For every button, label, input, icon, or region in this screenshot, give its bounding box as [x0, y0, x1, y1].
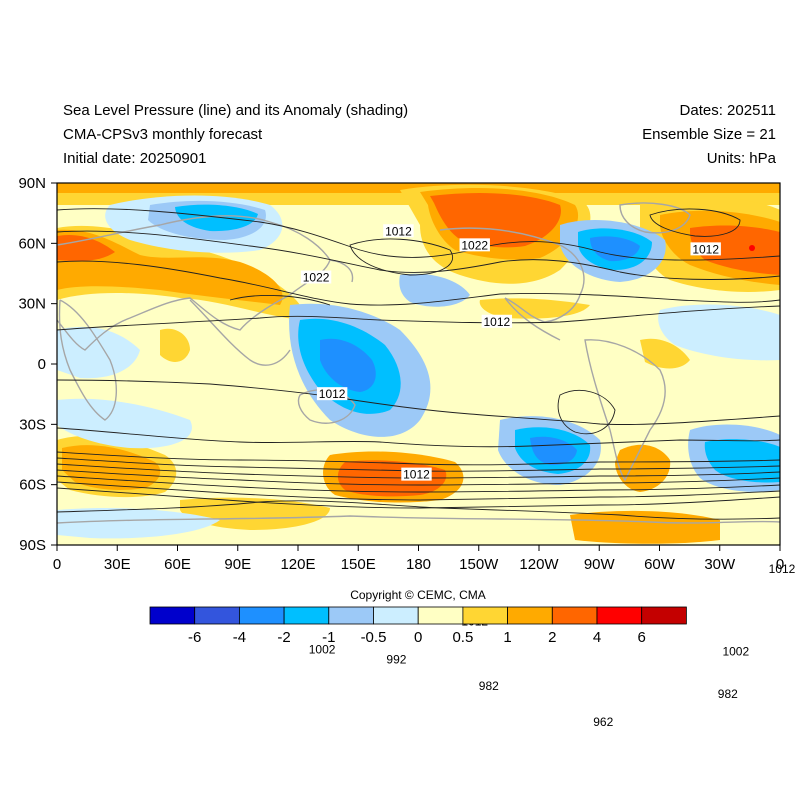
contour-label-bg: [384, 652, 409, 666]
colorbar-label: 6: [638, 629, 646, 646]
lat-tick-label: 60N: [18, 235, 46, 252]
colorbar-label: 0.5: [452, 629, 473, 646]
model-name: CMA-CPSv3 monthly forecast: [63, 126, 263, 143]
lon-tick-label: 150W: [459, 556, 499, 573]
colorbar-box: [417, 606, 464, 625]
lon-tick-label: 0: [776, 556, 784, 573]
contour-label-bg: [300, 270, 332, 284]
colorbar-label: 2: [548, 629, 556, 646]
colorbar-box: [373, 606, 419, 625]
lon-tick-label: 150E: [341, 556, 376, 573]
contour-label-bg: [316, 387, 348, 401]
lon-tick-label: 60W: [644, 556, 676, 573]
colorbar-box: [194, 606, 240, 625]
contour-label-bg: [383, 224, 414, 238]
lat-tick-label: 90S: [19, 537, 46, 554]
contour-label: 1012: [319, 387, 346, 401]
lat-tick-label: 30N: [18, 296, 46, 313]
forecast-dates: Dates: 202511: [679, 102, 776, 119]
colorbar-box: [328, 606, 374, 625]
colorbar-label: -1: [322, 629, 335, 646]
colorbar-box: [507, 606, 553, 625]
contour-label: 1012: [692, 242, 719, 256]
contour-label: 1012: [769, 562, 796, 576]
lon-tick-label: 120E: [280, 556, 315, 573]
colorbar-label: 1: [503, 629, 511, 646]
lon-tick-label: 120W: [519, 556, 559, 573]
lon-tick-label: 60E: [164, 556, 191, 573]
colorbar-label: -2: [277, 629, 290, 646]
chart-title: Sea Level Pressure (line) and its Anomal…: [63, 102, 409, 119]
lon-tick-label: 30E: [104, 556, 131, 573]
map-axes: 0 30E 60E 90E 120E 150E 180 150W 120W 90W 60W 30W 09…: [18, 175, 784, 573]
lon-tick-label: 30W: [704, 556, 736, 573]
contour-label: 1012: [483, 315, 510, 329]
colorbar-label: 4: [593, 629, 601, 646]
contour-label: 1022: [461, 238, 488, 252]
initial-date: Initial date: 20250901: [63, 150, 207, 167]
contour-label-bg: [481, 314, 513, 328]
contour-label-bg: [690, 242, 721, 256]
lon-tick-label: 90W: [584, 556, 616, 573]
map-plot-area: [57, 183, 780, 545]
lat-tick-label: 0: [38, 356, 46, 373]
contour-label: 982: [479, 679, 499, 693]
colorbar-label: -4: [233, 629, 246, 646]
lat-tick-label: 30S: [19, 416, 46, 433]
colorbar-box: [596, 606, 643, 625]
contour-label-bg: [459, 238, 490, 252]
contour-label-bg: [306, 642, 338, 656]
colorbar-label: 0: [414, 629, 422, 646]
contour-label-bg: [766, 562, 798, 576]
contour-label-bg: [476, 678, 501, 692]
contour-label-bg: [715, 686, 740, 700]
colorbar-boxes: [149, 606, 687, 625]
contour-label: 1012: [403, 468, 430, 482]
contour-label: 1022: [303, 271, 330, 285]
lat-tick-label: 90N: [18, 175, 46, 192]
colorbar-box: [149, 606, 196, 625]
ensemble-size: Ensemble Size = 21: [642, 126, 776, 143]
lon-tick-label: 180: [406, 556, 431, 573]
contour-label: 992: [386, 653, 406, 667]
contour-label-bg: [401, 467, 432, 481]
copyright-text: Copyright © CEMC, CMA: [350, 588, 486, 602]
contour-label: 962: [593, 715, 613, 729]
colorbar-box: [551, 606, 598, 625]
contour-label: 982: [718, 687, 738, 701]
colorbar-label: -0.5: [361, 629, 387, 646]
contour-label: 1012: [385, 224, 412, 238]
colorbar-box: [641, 606, 687, 625]
colorbar-box: [238, 606, 285, 625]
contour-label: 1002: [309, 643, 336, 657]
colorbar-label: -6: [188, 629, 201, 646]
lat-tick-label: 60S: [19, 477, 46, 494]
lon-tick-label: 0: [53, 556, 61, 573]
contour-label-bg: [591, 714, 616, 728]
contour-label: 1002: [722, 645, 749, 659]
colorbar-box: [283, 606, 330, 625]
contour-label-bg: [720, 644, 752, 658]
colorbar-box: [462, 606, 508, 625]
colorbar-labels: -6 -4 -2 -1 -0.5 0 0.5 1 2 4 6: [188, 629, 646, 646]
units-label: Units: hPa: [706, 150, 776, 167]
negative-anomaly-shading: [57, 195, 780, 539]
lon-tick-label: 90E: [224, 556, 251, 573]
